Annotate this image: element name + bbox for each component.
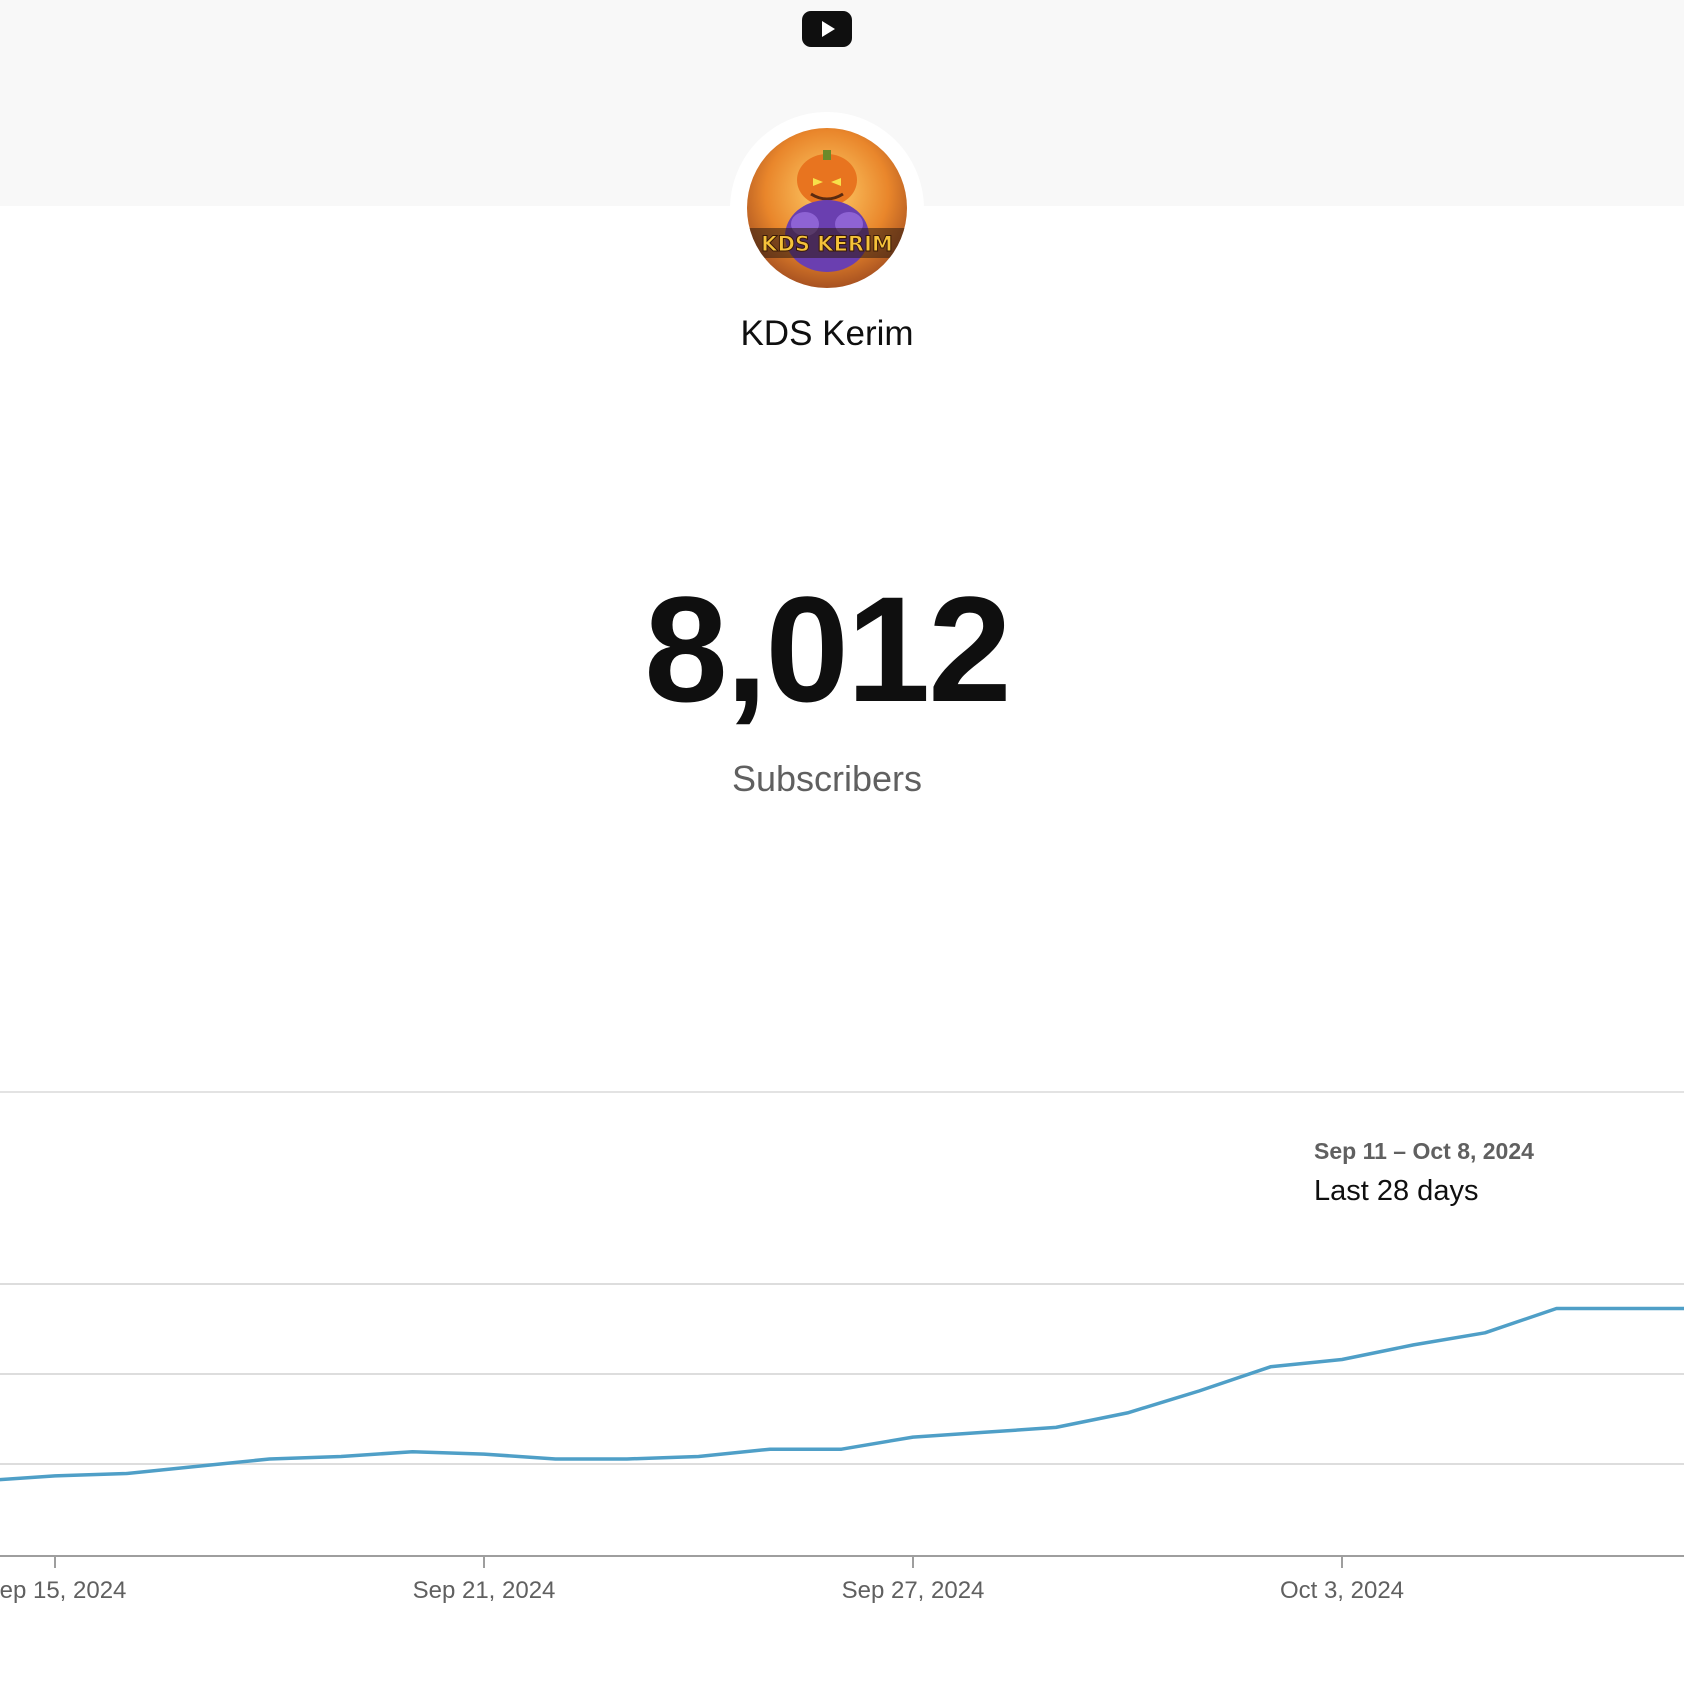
series-line-subscribers bbox=[0, 1306, 1684, 1482]
avatar-logo-text: KDS KERIM bbox=[761, 232, 893, 256]
subscriber-count: 8,012 bbox=[644, 565, 1011, 733]
x-tick-label: Sep 15, 2024 bbox=[0, 1577, 126, 1604]
date-range: Sep 11 – Oct 8, 2024 bbox=[1314, 1138, 1534, 1164]
youtube-logo-icon[interactable] bbox=[802, 11, 852, 47]
metric-label: Subscribers bbox=[731, 758, 923, 799]
avatar-image: KDS KERIM bbox=[747, 128, 907, 288]
x-tick-label: Oct 3, 2024 bbox=[1280, 1577, 1404, 1604]
channel-avatar[interactable]: KDS KERIM bbox=[747, 128, 907, 288]
section-divider bbox=[0, 1091, 1684, 1093]
x-tick-label: Sep 27, 2024 bbox=[842, 1577, 985, 1604]
subscriber-line-chart: Sep 15, 2024 Sep 21, 2024 Sep 27, 2024 Oct … bbox=[0, 1283, 1684, 1604]
x-tick-label: Sep 21, 2024 bbox=[413, 1577, 556, 1604]
range-name: Last 28 days bbox=[1314, 1175, 1479, 1207]
channel-name: KDS Kerim bbox=[740, 314, 914, 353]
